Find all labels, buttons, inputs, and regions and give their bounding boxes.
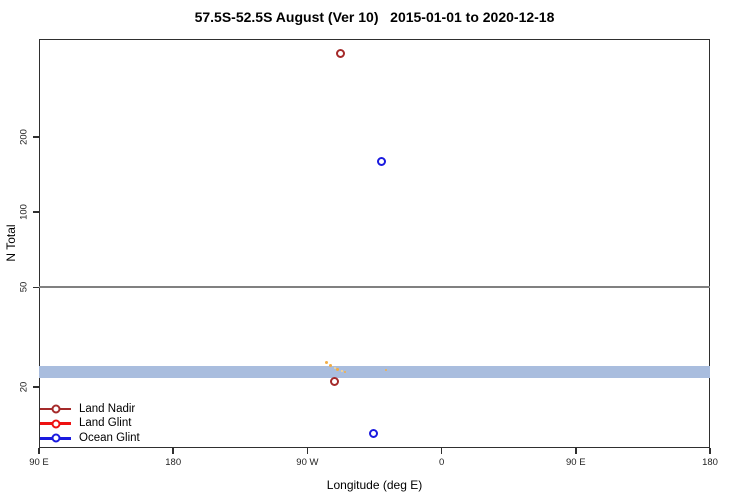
unlabeled-orange-point: [329, 364, 333, 368]
unlabeled-orange-point: [333, 367, 336, 370]
y-tick: [33, 136, 39, 138]
unlabeled-orange-point: [336, 368, 340, 372]
y-tick-label: 100: [18, 204, 30, 221]
y-tick-label: 20: [18, 381, 30, 393]
unlabeled-orange-point: [324, 361, 328, 365]
legend-marker-icon: [40, 404, 71, 414]
open-circle-icon: [51, 404, 60, 414]
legend-marker-icon: [40, 433, 71, 443]
legend-label: Ocean Glint: [79, 431, 140, 444]
legend-marker-icon: [40, 419, 71, 429]
y-tick: [33, 286, 39, 289]
ocean-glint-point: [368, 429, 378, 439]
legend: Land Nadir Land Glint Ocean Glint: [40, 402, 140, 446]
x-tick: [172, 448, 174, 454]
x-tick-label: 90 E: [29, 457, 49, 468]
x-tick-label: 180: [165, 457, 182, 468]
x-tick-label: 90 W: [296, 457, 319, 468]
y-tick-label: 50: [18, 282, 30, 293]
x-tick: [440, 448, 443, 454]
highlight-band: [39, 365, 710, 379]
y-tick: [33, 211, 39, 213]
unlabeled-orange-point: [343, 370, 346, 373]
chart-title: 57.5S-52.5S August (Ver 10) 2015-01-01 t…: [194, 9, 555, 25]
x-axis-label: Longitude (deg E): [326, 478, 423, 492]
unlabeled-orange-point: [340, 369, 343, 372]
legend-label: Land Nadir: [79, 402, 136, 415]
legend-item-ocean-glint: Ocean Glint: [40, 431, 140, 446]
land-nadir-point: [336, 49, 346, 59]
y-tick-label: 200: [18, 129, 30, 145]
y-axis-label: N Total: [4, 224, 18, 262]
legend-item-land-nadir: Land Nadir: [40, 402, 140, 417]
open-circle-icon: [51, 419, 60, 429]
x-tick-label: 90 E: [566, 457, 586, 468]
legend-item-land-glint: Land Glint: [40, 417, 140, 432]
x-tick-label: 180: [702, 457, 718, 468]
ocean-glint-point: [377, 156, 387, 166]
x-tick: [709, 448, 711, 454]
open-circle-icon: [51, 433, 60, 443]
x-tick: [306, 448, 309, 454]
unlabeled-orange-point: [384, 368, 387, 371]
land-nadir-point: [330, 377, 340, 387]
reference-line-50: [39, 286, 710, 289]
x-tick: [575, 448, 577, 454]
x-tick: [38, 448, 40, 454]
legend-label: Land Glint: [79, 417, 132, 430]
plot-area: [39, 39, 710, 448]
y-tick: [33, 386, 39, 388]
x-tick-label: 0: [438, 457, 445, 468]
